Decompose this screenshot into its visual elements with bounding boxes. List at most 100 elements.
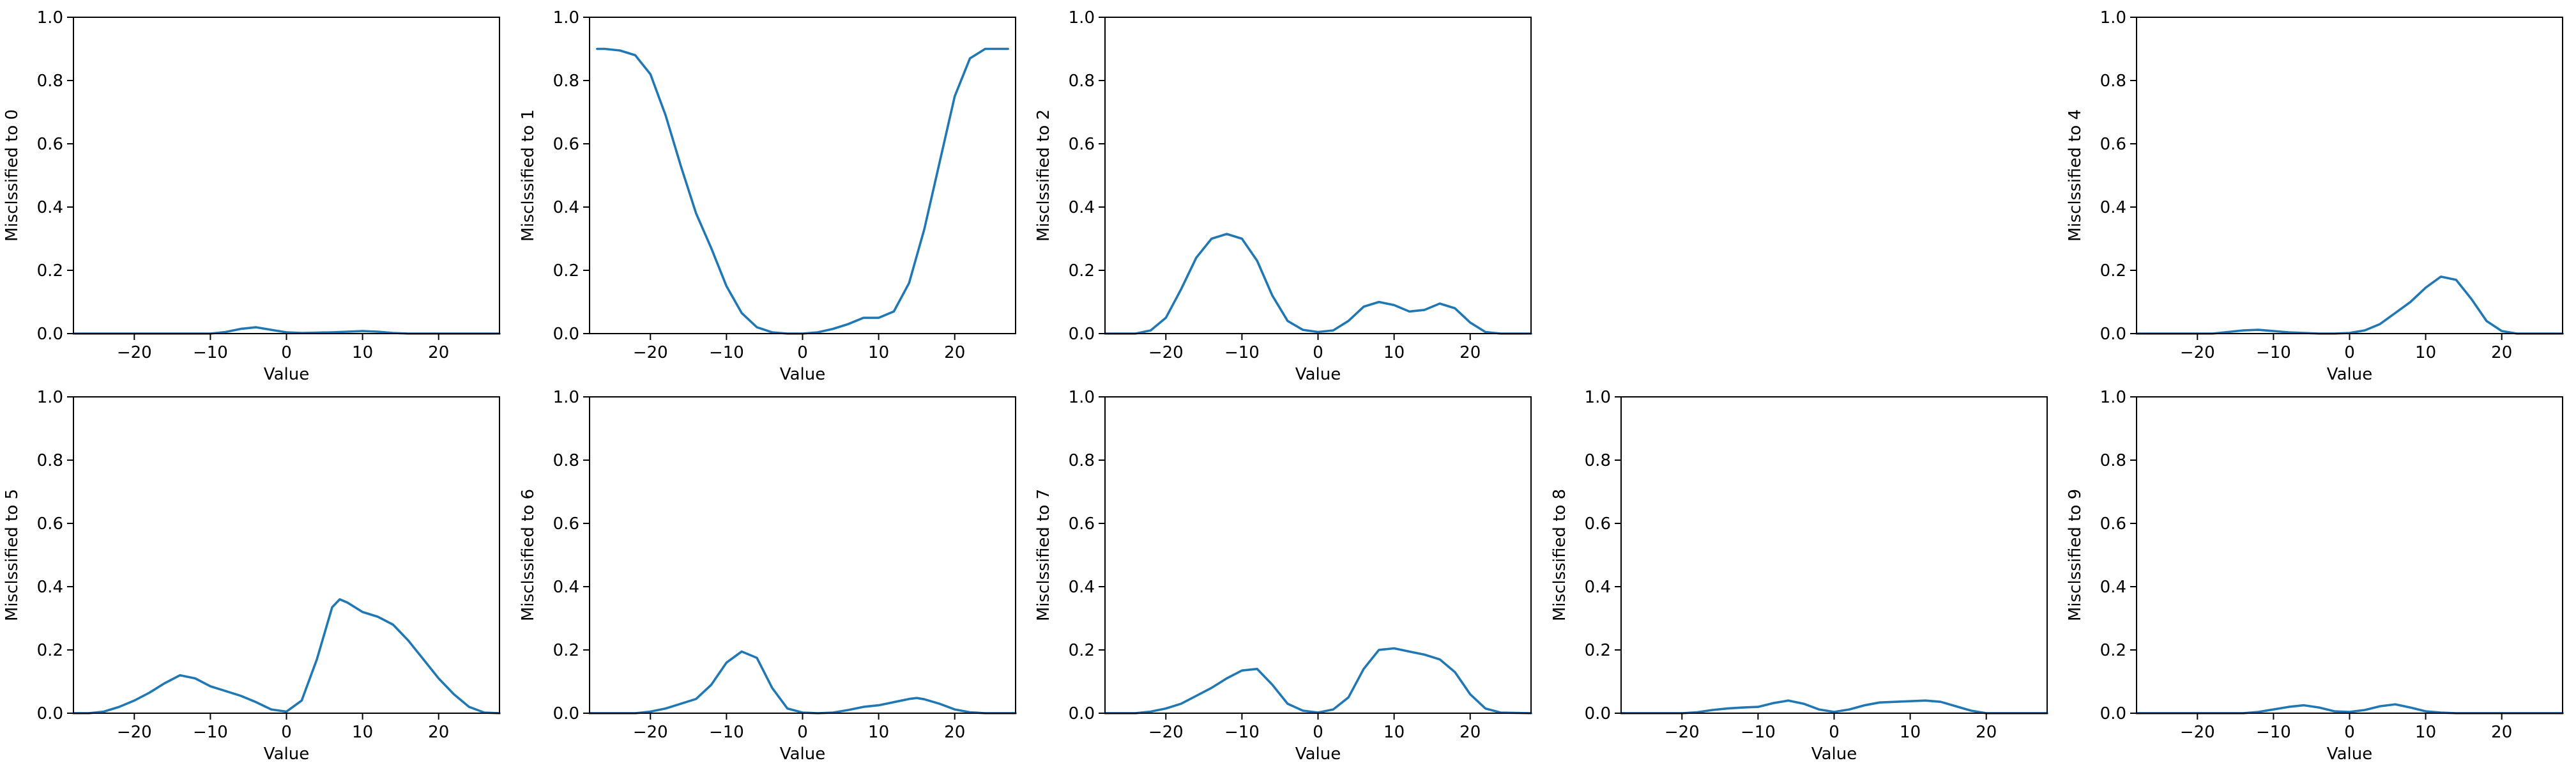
y-tick-label: 0.2: [2100, 261, 2126, 281]
x-tick-label: 20: [1459, 723, 1481, 742]
y-tick-label: 1.0: [1069, 8, 1095, 27]
series-line: [1620, 699, 2048, 714]
y-tick-label: 0.2: [37, 261, 63, 281]
y-tick-label: 0.4: [553, 198, 579, 217]
y-tick-label: 0.0: [2100, 325, 2126, 344]
x-tick-label: −10: [193, 343, 228, 362]
y-tick-label: 1.0: [37, 8, 63, 27]
x-tick-label: 10: [1383, 343, 1405, 362]
y-tick-label: 0.0: [2100, 704, 2126, 723]
x-tick-label: −20: [2180, 723, 2215, 742]
x-tick-label: 20: [944, 343, 965, 362]
y-tick-label: 1.0: [1069, 388, 1095, 407]
subplot-8: −20 −10 0 10 20 0.0 0.2 0.4 0.6 0.8 1.0 Value Miscls…: [2066, 388, 2564, 764]
y-axis-label: Misclssified to 1: [519, 109, 538, 242]
y-tick-label: 0.4: [37, 198, 63, 217]
x-tick-label: 10: [868, 343, 889, 362]
x-axis-label: Value: [1295, 365, 1341, 384]
x-axis-label: Value: [1811, 745, 1857, 764]
subplot-6: −20 −10 0 10 20 0.0 0.2 0.4 0.6 0.8 1.0 Value Miscls…: [1034, 388, 1532, 764]
y-tick-label: 0.8: [37, 451, 63, 470]
series-line: [596, 47, 1009, 335]
x-tick-label: −20: [1665, 723, 1700, 742]
x-tick-label: 10: [2415, 343, 2436, 362]
x-tick-label: −20: [633, 343, 668, 362]
y-tick-label: 0.2: [1069, 641, 1095, 660]
x-axis-label: Value: [2327, 365, 2372, 384]
x-axis-label: Value: [264, 745, 309, 764]
y-tick-label: 0.4: [1069, 578, 1095, 597]
y-tick-label: 1.0: [2100, 388, 2126, 407]
y-tick-label: 0.6: [553, 135, 579, 154]
x-tick-label: 20: [2491, 343, 2512, 362]
x-tick-label: −10: [193, 723, 228, 742]
series-line: [1104, 647, 1532, 714]
axes-frame: [1104, 396, 1532, 714]
y-tick-label: 0.0: [37, 325, 63, 344]
subplot-2: −20 −10 0 10 20 0.0 0.2 0.4 0.6 0.8 1.0 Value Miscls…: [1034, 8, 1532, 384]
x-tick-label: 0: [1313, 723, 1323, 742]
y-tick-label: 0.8: [2100, 451, 2126, 470]
x-axis-label: Value: [780, 745, 825, 764]
y-tick-label: 0.4: [2100, 198, 2126, 217]
y-tick-label: 0.8: [553, 72, 579, 91]
y-tick-label: 0.8: [1069, 72, 1095, 91]
x-axis-label: Value: [1295, 745, 1341, 764]
y-tick-label: 1.0: [1585, 388, 1611, 407]
axes-frame: [73, 396, 500, 714]
subplot-1: −20 −10 0 10 20 0.0 0.2 0.4 0.6 0.8 1.0 Value Miscls…: [519, 8, 1016, 384]
x-tick-label: −10: [2256, 723, 2291, 742]
x-tick-label: 20: [944, 723, 965, 742]
y-tick-label: 0.2: [553, 641, 579, 660]
x-tick-label: 0: [797, 723, 808, 742]
y-tick-label: 1.0: [553, 8, 579, 27]
y-tick-label: 0.6: [553, 514, 579, 534]
subplot-7: −20 −10 0 10 20 0.0 0.2 0.4 0.6 0.8 1.0 Value Miscls…: [1550, 388, 2048, 764]
x-axis-label: Value: [2327, 745, 2372, 764]
subplot-3: −20 −10 0 10 20 0.0 0.2 0.4 0.6 0.8 1.0 Value Miscls…: [2066, 8, 2564, 384]
y-axis-label: Misclssified to 6: [519, 489, 538, 621]
axes-frame: [2136, 396, 2563, 714]
y-tick-label: 0.8: [37, 72, 63, 91]
subplot-0: −20 −10 0 10 20 0.0 0.2 0.4 0.6 0.8 1.0 Value Miscls…: [3, 8, 501, 384]
y-tick-label: 0.4: [2100, 578, 2126, 597]
x-tick-label: 0: [1313, 343, 1323, 362]
y-tick-label: 0.6: [2100, 135, 2126, 154]
x-tick-label: 0: [2344, 723, 2355, 742]
y-tick-label: 0.6: [37, 514, 63, 534]
axes-frame: [1620, 396, 2048, 714]
y-tick-label: 0.4: [1585, 578, 1611, 597]
x-tick-label: 0: [1829, 723, 1840, 742]
x-tick-label: −20: [1148, 343, 1184, 362]
x-tick-label: 20: [1976, 723, 1997, 742]
y-tick-label: 0.0: [1585, 704, 1611, 723]
y-tick-label: 0.6: [1069, 514, 1095, 534]
y-tick-label: 1.0: [553, 388, 579, 407]
y-tick-label: 0.2: [553, 261, 579, 281]
x-tick-label: −10: [1224, 343, 1260, 362]
x-tick-label: −20: [633, 723, 668, 742]
x-tick-label: 10: [1383, 723, 1405, 742]
y-tick-label: 0.8: [1069, 451, 1095, 470]
series-line: [1104, 233, 1532, 335]
x-tick-label: −10: [709, 723, 744, 742]
x-tick-label: 10: [352, 343, 373, 362]
x-tick-label: 0: [2344, 343, 2355, 362]
x-tick-label: 20: [428, 343, 449, 362]
series-line: [72, 598, 501, 714]
subplot-5: −20 −10 0 10 20 0.0 0.2 0.4 0.6 0.8 1.0 Value Miscls…: [519, 388, 1017, 764]
x-tick-label: 0: [281, 723, 292, 742]
x-tick-label: 10: [1900, 723, 1921, 742]
x-tick-label: 0: [281, 343, 292, 362]
axes-frame: [73, 17, 500, 334]
subplot-4: −20 −10 0 10 20 0.0 0.2 0.4 0.6 0.8 1.0 Value Miscls…: [3, 388, 501, 764]
y-tick-label: 0.4: [37, 578, 63, 597]
y-tick-label: 0.6: [37, 135, 63, 154]
y-tick-label: 0.6: [1069, 135, 1095, 154]
x-tick-label: −10: [2256, 343, 2291, 362]
x-axis-label: Value: [264, 365, 309, 384]
x-axis-label: Value: [780, 365, 825, 384]
y-tick-label: 0.2: [2100, 641, 2126, 660]
y-tick-label: 0.0: [553, 704, 579, 723]
x-tick-label: 20: [428, 723, 449, 742]
